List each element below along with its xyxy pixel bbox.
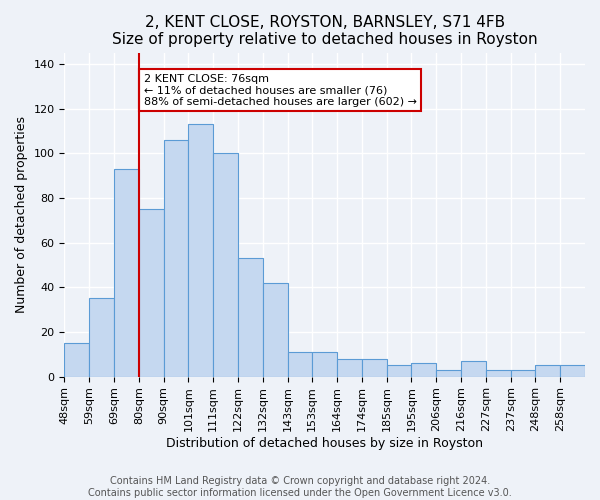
Bar (188, 124, 213, 376)
Text: Contains HM Land Registry data © Crown copyright and database right 2024.
Contai: Contains HM Land Registry data © Crown c… (88, 476, 512, 498)
Bar (64, 343, 89, 376)
Bar (461, 361, 486, 376)
Bar (263, 283, 287, 376)
Bar (362, 358, 386, 376)
Bar (114, 169, 139, 376)
Bar (535, 366, 560, 376)
Bar (238, 258, 263, 376)
Bar (89, 298, 114, 376)
Bar (139, 209, 164, 376)
X-axis label: Distribution of detached houses by size in Royston: Distribution of detached houses by size … (166, 437, 483, 450)
Text: 2 KENT CLOSE: 76sqm
← 11% of detached houses are smaller (76)
88% of semi-detach: 2 KENT CLOSE: 76sqm ← 11% of detached ho… (144, 74, 417, 107)
Bar (337, 358, 362, 376)
Y-axis label: Number of detached properties: Number of detached properties (15, 116, 28, 313)
Bar (412, 363, 436, 376)
Bar (213, 153, 238, 376)
Bar (486, 370, 511, 376)
Bar (164, 140, 188, 376)
Bar (560, 366, 585, 376)
Bar (313, 352, 337, 376)
Bar (386, 366, 412, 376)
Bar (287, 352, 313, 376)
Bar (511, 370, 535, 376)
Bar (436, 370, 461, 376)
Title: 2, KENT CLOSE, ROYSTON, BARNSLEY, S71 4FB
Size of property relative to detached : 2, KENT CLOSE, ROYSTON, BARNSLEY, S71 4F… (112, 15, 538, 48)
